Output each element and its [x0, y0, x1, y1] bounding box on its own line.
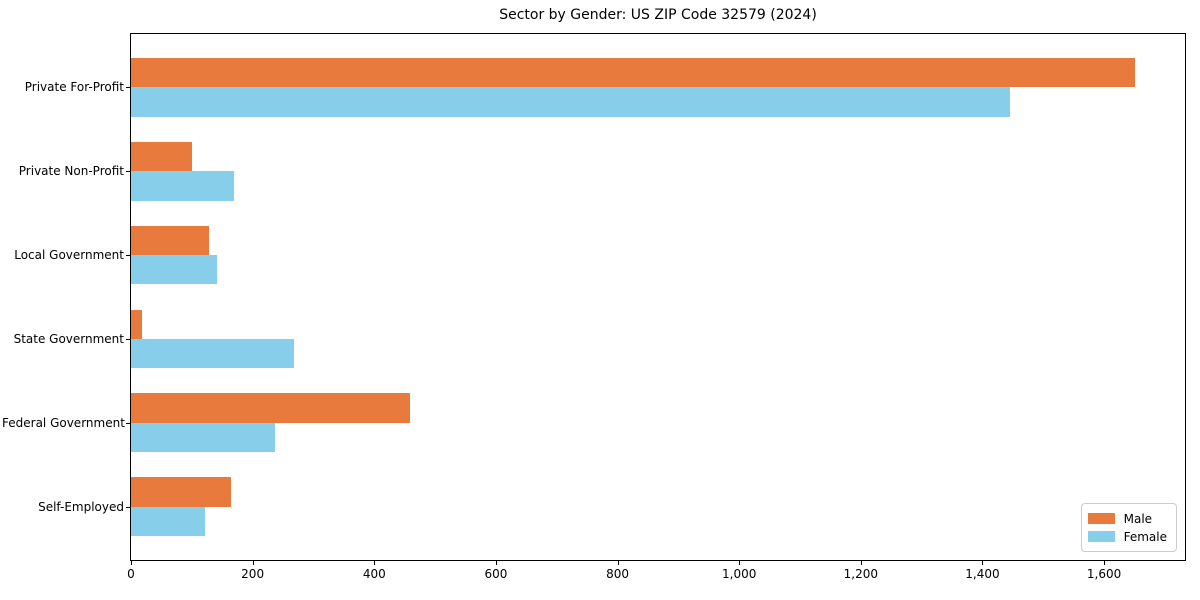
- bar-female-private-non-profit: [131, 171, 235, 201]
- y-axis-label-self-employed: Self-Employed: [38, 499, 124, 514]
- legend-entry-male: Male: [1087, 510, 1167, 527]
- x-tick-label: 1,400: [965, 567, 1000, 581]
- x-tick-label: 800: [606, 567, 629, 581]
- y-axis-label-private-for-profit: Private For-Profit: [24, 80, 124, 95]
- y-tick-mark: [126, 87, 130, 89]
- x-tick-label: 0: [127, 567, 135, 581]
- legend: Male Female: [1080, 503, 1177, 552]
- bar-female-state-government: [131, 338, 294, 369]
- bar-female-private-for-profit: [131, 87, 1010, 117]
- y-tick-mark: [126, 506, 130, 508]
- x-tick-label: 1,000: [722, 567, 757, 581]
- bar-male-private-for-profit: [131, 57, 1135, 88]
- chart-title: Sector by Gender: US ZIP Code 32579 (202…: [499, 7, 817, 23]
- x-tick-mark: [252, 561, 254, 565]
- bar-male-private-non-profit: [131, 141, 192, 172]
- x-tick-label: 400: [362, 567, 386, 581]
- bar-female-self-employed: [131, 506, 205, 537]
- legend-label: Female: [1123, 529, 1167, 544]
- x-tick-label: 600: [484, 567, 508, 581]
- y-tick-mark: [126, 338, 130, 340]
- bar-male-federal-government: [131, 393, 410, 423]
- x-tick-mark: [1104, 561, 1106, 565]
- y-tick-mark: [126, 171, 130, 173]
- bar-male-local-government: [131, 225, 209, 256]
- bar-male-self-employed: [131, 477, 232, 507]
- y-axis-label-local-government: Local Government: [14, 248, 124, 263]
- legend-swatch-male: [1087, 513, 1115, 524]
- x-tick-mark: [982, 561, 984, 565]
- plot-area: Male Female: [130, 33, 1186, 561]
- x-tick-label: 200: [241, 567, 265, 581]
- bar-female-federal-government: [131, 422, 276, 453]
- x-tick-mark: [374, 561, 376, 565]
- x-tick-mark: [739, 561, 741, 565]
- bar-female-local-government: [131, 255, 217, 285]
- legend-label: Male: [1123, 511, 1153, 526]
- x-tick-mark: [131, 561, 132, 565]
- legend-swatch-female: [1087, 531, 1115, 542]
- x-tick-mark: [860, 561, 862, 565]
- y-axis-label-state-government: State Government: [13, 331, 124, 346]
- x-tick-label: 1,200: [843, 567, 878, 581]
- y-axis-label-private-non-profit: Private Non-Profit: [18, 164, 124, 179]
- x-tick-label: 1,600: [1086, 567, 1122, 581]
- x-tick-mark: [617, 561, 619, 565]
- y-tick-mark: [126, 255, 130, 257]
- bar-male-state-government: [131, 309, 142, 339]
- y-axis-label-federal-government: Federal Government: [2, 415, 125, 430]
- x-tick-mark: [495, 561, 497, 565]
- legend-entry-female: Female: [1087, 528, 1167, 545]
- y-tick-mark: [126, 422, 130, 424]
